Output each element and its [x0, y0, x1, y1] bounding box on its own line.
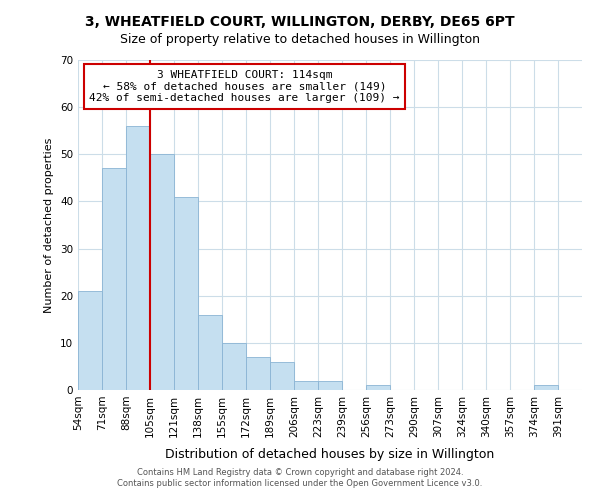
Bar	[78, 291, 102, 390]
Bar	[534, 386, 558, 390]
Bar	[222, 343, 246, 390]
X-axis label: Distribution of detached houses by size in Willington: Distribution of detached houses by size …	[166, 448, 494, 461]
Bar	[270, 362, 294, 390]
Bar	[366, 386, 390, 390]
Text: 3, WHEATFIELD COURT, WILLINGTON, DERBY, DE65 6PT: 3, WHEATFIELD COURT, WILLINGTON, DERBY, …	[85, 15, 515, 29]
Bar	[102, 168, 126, 390]
Bar	[294, 380, 318, 390]
Text: Size of property relative to detached houses in Willington: Size of property relative to detached ho…	[120, 32, 480, 46]
Bar	[150, 154, 174, 390]
Bar	[246, 357, 270, 390]
Bar	[198, 314, 222, 390]
Bar	[126, 126, 150, 390]
Y-axis label: Number of detached properties: Number of detached properties	[44, 138, 55, 312]
Text: 3 WHEATFIELD COURT: 114sqm
← 58% of detached houses are smaller (149)
42% of sem: 3 WHEATFIELD COURT: 114sqm ← 58% of deta…	[89, 70, 400, 103]
Bar	[318, 380, 342, 390]
Text: Contains HM Land Registry data © Crown copyright and database right 2024.
Contai: Contains HM Land Registry data © Crown c…	[118, 468, 482, 487]
Bar	[174, 196, 198, 390]
